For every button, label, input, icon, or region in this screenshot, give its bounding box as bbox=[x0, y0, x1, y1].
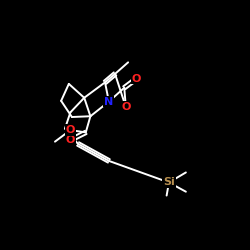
Text: N: N bbox=[104, 96, 114, 106]
Text: O: O bbox=[121, 102, 130, 112]
Text: O: O bbox=[66, 125, 75, 135]
Text: Si: Si bbox=[163, 178, 175, 188]
Text: O: O bbox=[66, 135, 75, 145]
Text: O: O bbox=[132, 74, 141, 84]
